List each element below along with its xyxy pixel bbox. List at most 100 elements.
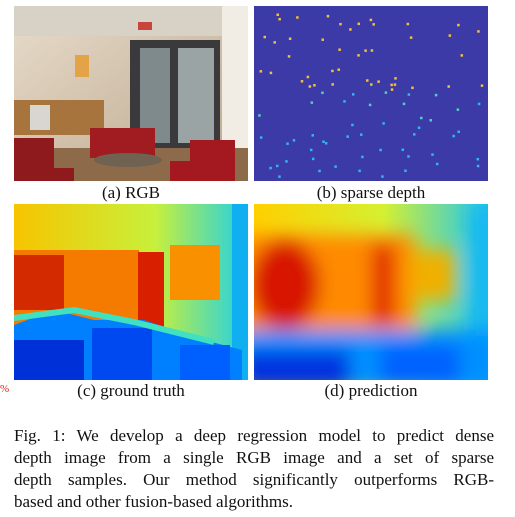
sample-dot: [370, 49, 374, 52]
sample-dot: [364, 49, 367, 52]
sample-dot: [322, 140, 325, 143]
sample-dot: [321, 38, 324, 41]
sample-dot: [357, 22, 360, 26]
sample-dot: [409, 36, 413, 39]
sample-dot: [310, 101, 314, 104]
sample-dot: [258, 114, 261, 117]
sample-dot: [457, 23, 460, 27]
sample-dot: [351, 93, 355, 96]
sample-dot: [337, 68, 340, 71]
sample-dot: [480, 84, 484, 87]
prediction-image: [254, 204, 488, 380]
sample-dot: [339, 22, 342, 26]
sample-dot: [321, 91, 324, 95]
sample-dot: [311, 157, 315, 161]
sample-dot: [460, 54, 464, 57]
sample-dot: [448, 34, 452, 37]
sample-dot: [278, 17, 281, 21]
sample-dot: [369, 18, 373, 22]
sample-dot: [477, 30, 480, 33]
sample-dot: [401, 148, 405, 152]
sample-dot: [407, 155, 410, 158]
sample-dot: [358, 169, 361, 173]
caption-line: Fig. 1: We develop a deep regression mod…: [14, 426, 494, 445]
sample-dot: [275, 164, 279, 168]
sample-dot: [417, 126, 421, 130]
sample-dot: [343, 100, 346, 103]
sample-dot: [273, 41, 276, 44]
sample-dot: [300, 80, 304, 83]
sparse-depth-image: [254, 6, 488, 181]
sample-dot: [311, 134, 314, 137]
sample-dot: [476, 157, 480, 161]
sample-dot: [420, 116, 423, 120]
panel-caption: (d) prediction: [324, 381, 418, 400]
ground-truth-image: [14, 204, 248, 380]
caption-line: depth image from a single RGB image and …: [14, 448, 494, 467]
sample-dot: [429, 119, 433, 122]
sample-dot: [366, 79, 369, 82]
sample-dot: [334, 165, 337, 168]
sample-dot: [447, 85, 450, 88]
caption-line: based and other fusion-based algorithms.: [14, 492, 294, 511]
sample-dot: [324, 142, 328, 145]
sample-dot: [306, 75, 310, 79]
panel-caption: (b) sparse depth: [316, 183, 426, 202]
sample-dot: [404, 169, 407, 173]
margin-mark: %: [0, 383, 10, 395]
sample-dot: [259, 136, 263, 139]
sample-dot: [296, 16, 299, 19]
sample-dot: [382, 122, 385, 125]
sample-dot: [431, 153, 434, 156]
sample-dot: [456, 108, 460, 111]
sample-dot: [351, 123, 354, 127]
sample-dot: [309, 148, 313, 152]
sample-dot: [390, 88, 394, 91]
sample-dot: [338, 48, 341, 51]
sample-dot: [434, 93, 438, 97]
sample-dot: [292, 139, 296, 142]
sample-dot: [452, 134, 455, 138]
sample-dot: [269, 166, 272, 170]
sample-dot: [406, 22, 410, 26]
sample-dot: [331, 83, 334, 86]
sample-dot: [276, 13, 279, 17]
sample-dot: [259, 70, 263, 73]
sample-dot: [278, 175, 281, 178]
sample-dot: [368, 103, 372, 107]
sample-dot: [360, 133, 363, 136]
sample-dot: [390, 83, 393, 87]
sample-dot: [379, 148, 382, 152]
sample-dot: [381, 175, 384, 178]
sample-dot: [346, 135, 349, 138]
sample-dot: [394, 77, 397, 80]
sample-dot: [393, 83, 397, 86]
panel-caption: (c) ground truth: [77, 381, 185, 400]
sample-dot: [413, 133, 416, 136]
sample-dot: [402, 102, 406, 106]
sample-dot: [285, 160, 288, 163]
sample-dot: [318, 169, 321, 173]
sample-dot: [263, 35, 267, 39]
sample-dot: [288, 37, 292, 40]
sample-dot: [476, 164, 480, 168]
sample-dot: [477, 102, 481, 106]
sample-dot: [287, 55, 291, 58]
sample-dot: [269, 71, 273, 75]
sample-dot: [313, 84, 316, 87]
sample-dot: [411, 86, 414, 90]
sample-dot: [357, 54, 360, 57]
sample-dot: [370, 83, 373, 86]
sample-dot: [326, 14, 330, 18]
sample-dot: [349, 28, 352, 31]
sample-dot: [372, 23, 375, 26]
sample-dot: [407, 93, 411, 96]
sample-dot: [331, 69, 334, 73]
panel-caption: (a) RGB: [101, 183, 161, 202]
caption-line: depth samples. Our method significantly …: [14, 470, 494, 489]
sample-dot: [286, 142, 289, 145]
sample-dot: [435, 162, 439, 166]
sample-dot: [361, 155, 364, 159]
